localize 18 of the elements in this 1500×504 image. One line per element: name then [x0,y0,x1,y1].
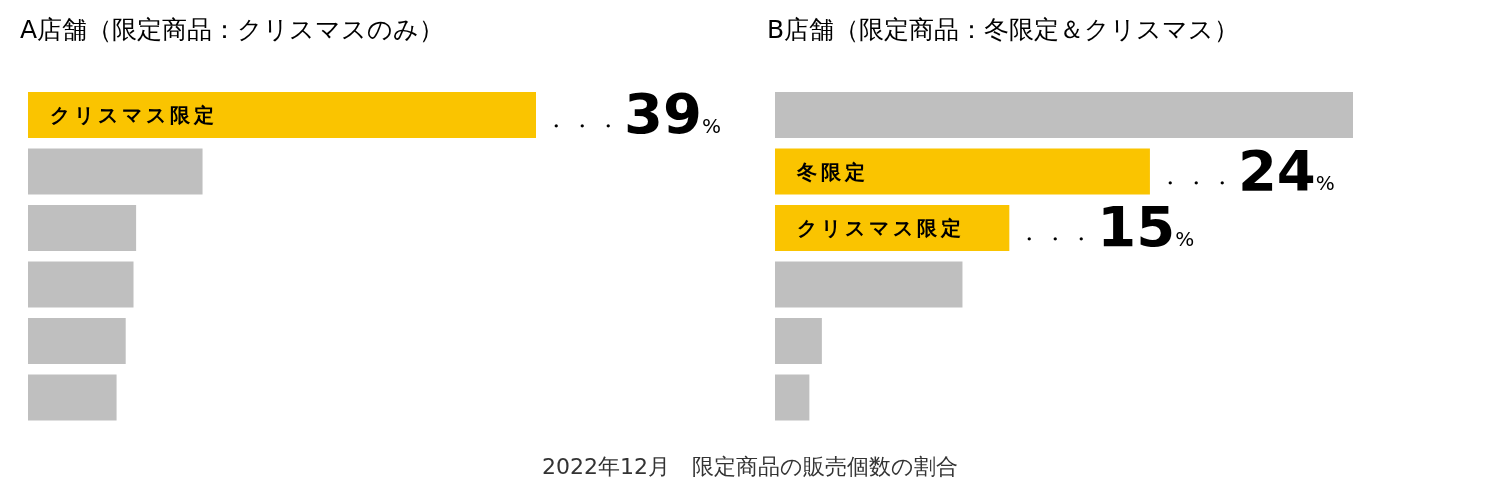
chart-title: A店舗（限定商品：クリスマスのみ） [20,15,445,44]
bar [28,148,203,195]
y-tick-label: クリスマス限定 [50,103,218,127]
bar [28,261,134,308]
data-label: ・・・39% [546,81,727,146]
bar [775,374,810,421]
text: 2022年12月 限定商品の販売個数の割合 [542,454,958,479]
chart-title: B店舗（限定商品：冬限定＆クリスマス） [767,15,1240,44]
bar [28,318,126,364]
y-tick-label: クリスマス限定 [797,216,965,240]
bar [775,92,1353,138]
bar [28,205,137,251]
bar [775,261,963,308]
bar [775,318,822,364]
bar [775,148,1150,195]
bar [28,374,117,421]
bar [28,92,536,138]
y-tick-label: 冬限定 [796,159,869,184]
